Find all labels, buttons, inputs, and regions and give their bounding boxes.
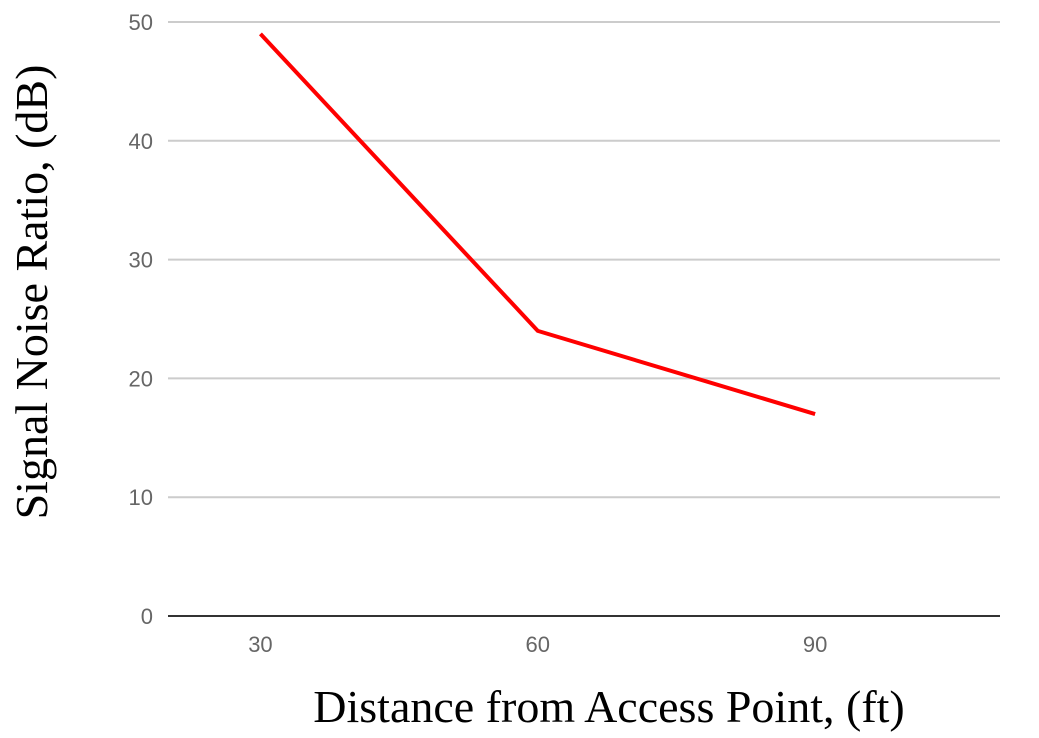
y-tick-label: 0 <box>141 604 153 629</box>
series-line-0 <box>258 32 816 416</box>
x-axis-ticks: 30 60 90 <box>248 632 827 657</box>
x-tick-label: 60 <box>526 632 550 657</box>
x-tick-label: 30 <box>248 632 272 657</box>
gridlines <box>168 21 1000 499</box>
y-axis-title: Signal Noise Ratio, (dB) <box>6 65 57 520</box>
y-axis-ticks: 0 10 20 30 40 50 <box>129 10 153 629</box>
y-tick-label: 40 <box>129 129 153 154</box>
y-tick-label: 10 <box>129 485 153 510</box>
series-group <box>258 32 816 416</box>
y-tick-label: 30 <box>129 248 153 273</box>
x-tick-label: 90 <box>803 632 827 657</box>
y-tick-label: 20 <box>129 366 153 391</box>
x-axis-title: Distance from Access Point, (ft) <box>313 681 904 732</box>
y-tick-label: 50 <box>129 10 153 35</box>
